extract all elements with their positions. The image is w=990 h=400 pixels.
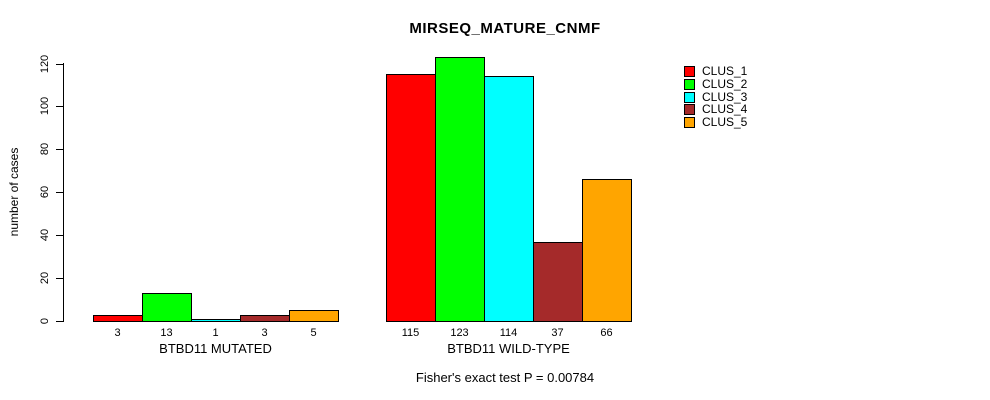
bar-value-label: 3 <box>261 327 268 339</box>
group-label: BTBD11 WILD-TYPE <box>447 341 570 356</box>
y-tick <box>56 149 63 151</box>
y-tick-label: 20 <box>39 271 51 285</box>
bar-value-label: 66 <box>600 327 613 339</box>
bar-value-label: 123 <box>450 327 469 339</box>
y-tick <box>56 278 63 280</box>
bar-CLUS_2 <box>142 293 192 322</box>
legend-swatch-CLUS_4 <box>684 104 695 116</box>
y-tick <box>56 192 63 194</box>
y-tick-label: 80 <box>39 143 51 156</box>
y-tick <box>56 106 63 108</box>
bar-CLUS_5 <box>289 310 339 322</box>
y-tick <box>56 321 63 322</box>
bar-value-label: 3 <box>114 327 121 339</box>
fisher-test-annotation: Fisher's exact test P = 0.00784 <box>415 370 595 385</box>
legend-swatch-CLUS_3 <box>684 91 695 103</box>
y-tick-label: 60 <box>39 186 51 199</box>
legend-swatch-CLUS_1 <box>684 66 695 77</box>
bar-CLUS_4 <box>533 242 583 322</box>
y-tick <box>56 235 63 237</box>
bar-CLUS_1 <box>93 315 143 322</box>
bar-CLUS_4 <box>240 315 290 322</box>
legend-swatch-CLUS_2 <box>684 78 695 90</box>
bar-value-label: 1 <box>212 327 219 339</box>
bar-CLUS_2 <box>435 57 485 322</box>
bar-CLUS_3 <box>484 76 534 322</box>
bar-value-label: 37 <box>551 327 564 339</box>
legend-label: CLUS_5 <box>702 115 748 130</box>
legend-swatch-CLUS_5 <box>684 117 695 129</box>
bar-value-label: 5 <box>310 327 317 339</box>
y-axis-line <box>63 63 64 322</box>
bar-CLUS_5 <box>582 179 632 322</box>
y-tick <box>56 63 63 65</box>
bar-value-label: 114 <box>499 327 518 339</box>
y-axis-label: number of cases <box>7 147 21 237</box>
bar-CLUS_1 <box>386 74 436 322</box>
y-tick-label: 0 <box>39 317 51 325</box>
chart-title: MIRSEQ_MATURE_CNMF <box>409 20 601 37</box>
legend-label: CLUS_1 <box>702 64 748 78</box>
group-label: BTBD11 MUTATED <box>159 341 272 356</box>
y-tick-label: 120 <box>39 54 51 73</box>
legend-label: CLUS_4 <box>702 102 748 117</box>
bar-value-label: 13 <box>160 327 173 339</box>
bar-CLUS_3 <box>191 319 241 322</box>
legend-label: CLUS_3 <box>702 89 748 104</box>
y-tick-label: 100 <box>39 97 51 116</box>
bar-value-label: 115 <box>401 327 420 339</box>
y-tick-label: 40 <box>39 229 51 242</box>
legend-label: CLUS_2 <box>702 76 748 91</box>
